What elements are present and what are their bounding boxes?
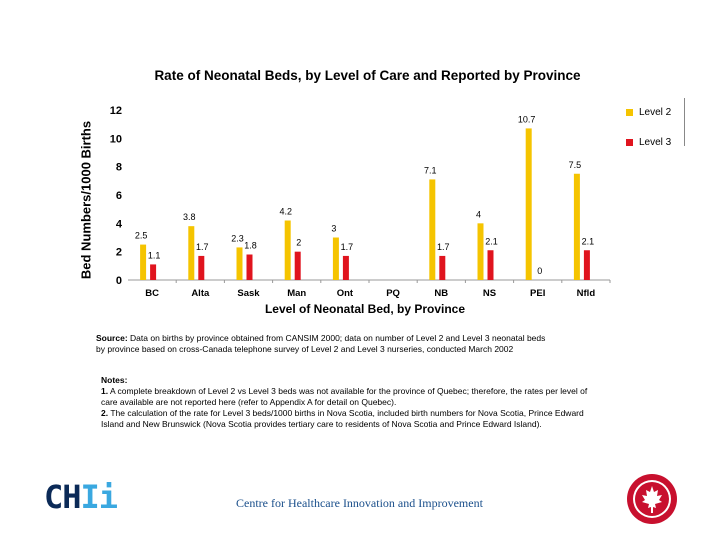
note-item: 2. The calculation of the rate for Level… [101,408,606,430]
legend-swatch-level-3 [626,138,633,146]
bar-level-2 [284,220,291,280]
bar-level-2 [525,128,532,280]
notes-heading: Notes: [101,375,128,385]
bar-level-3 [342,255,349,280]
y-tick-label: 12 [110,105,122,117]
y-tick-label: 0 [116,275,122,287]
bar-level-2 [332,237,339,280]
x-tick-label: Sask [237,288,260,299]
x-tick-label: Man [287,288,306,299]
bar-level-2 [236,247,243,280]
data-label: 4 [476,209,481,219]
data-label: 7.1 [424,165,437,175]
maple-leaf-seal-icon [627,474,677,524]
y-tick-label: 8 [116,162,122,174]
notes-block: Notes: 1. A complete breakdown of Level … [101,375,606,430]
data-label: 3.8 [183,212,196,222]
source-note: Source: Data on births by province obtai… [96,333,548,355]
data-label: 10.7 [518,114,536,124]
bar-level-2 [429,179,436,280]
logo-main-text: CH [44,478,82,516]
footer-org-name: Centre for Healthcare Innovation and Imp… [236,496,483,510]
bar-level-3 [487,250,494,280]
x-tick-label: Alta [191,288,210,299]
x-axis-label: Level of Neonatal Bed, by Province [264,302,466,316]
bar-level-3 [246,254,253,280]
note-number: 1. [101,386,109,396]
bar-level-3 [294,251,301,280]
y-tick-label: 10 [110,133,122,145]
x-tick-label: Ont [337,288,354,299]
bar-level-3 [150,264,157,280]
data-label: 1.7 [437,242,450,252]
data-label: 0 [537,266,542,276]
data-label: 7.5 [569,160,582,170]
data-label: 2 [296,238,301,248]
x-tick-label: PQ [386,288,400,299]
note-number: 2. [101,408,109,418]
y-tick-label: 2 [116,247,122,259]
legend-swatch-level-2 [626,108,633,116]
chii-logo: CHIi [44,478,119,516]
legend-label-level-2: Level 2 [639,106,672,118]
data-label: 1.1 [148,250,161,260]
bar-level-2 [188,226,195,280]
note-item: 1. A complete breakdown of Level 2 vs Le… [101,386,606,408]
y-axis-label: Bed Numbers/1000 Births [78,120,94,280]
data-label: 1.7 [341,242,354,252]
data-label: 1.8 [244,241,257,251]
legend-label-level-3: Level 3 [639,136,672,148]
bar-level-2 [573,173,580,280]
x-tick-label: Nfld [577,288,596,299]
bar-level-2 [140,244,147,280]
x-tick-label: NS [483,288,496,299]
bar-level-3 [198,255,205,280]
note-text: The calculation of the rate for Level 3 … [101,408,584,429]
data-label: 2.3 [231,233,244,243]
legend-item-level-3: Level 3 [626,134,684,150]
data-label: 2.1 [485,236,498,246]
data-label: 3 [331,224,336,234]
bar-level-2 [477,223,484,280]
data-label: 2.5 [135,231,148,241]
y-tick-label: 4 [116,218,123,230]
data-label: 2.1 [582,236,595,246]
logo-accent-text: Ii [80,478,119,516]
note-text: A complete breakdown of Level 2 vs Level… [101,386,588,407]
source-text: Data on births by province obtained from… [96,333,546,354]
legend-divider [684,98,685,146]
chart-title: Rate of Neonatal Beds, by Level of Care … [154,68,581,83]
x-tick-label: BC [145,288,159,299]
x-tick-label: NB [434,288,448,299]
legend-item-level-2: Level 2 [626,104,684,120]
data-label: 1.7 [196,242,209,252]
x-tick-label: PEI [530,288,545,299]
bar-level-3 [439,255,446,280]
chart-legend: Level 2 Level 3 [626,104,684,164]
data-label: 4.2 [279,207,292,217]
bar-level-3 [583,250,590,280]
source-label: Source: [96,333,128,343]
y-tick-label: 6 [116,190,122,202]
